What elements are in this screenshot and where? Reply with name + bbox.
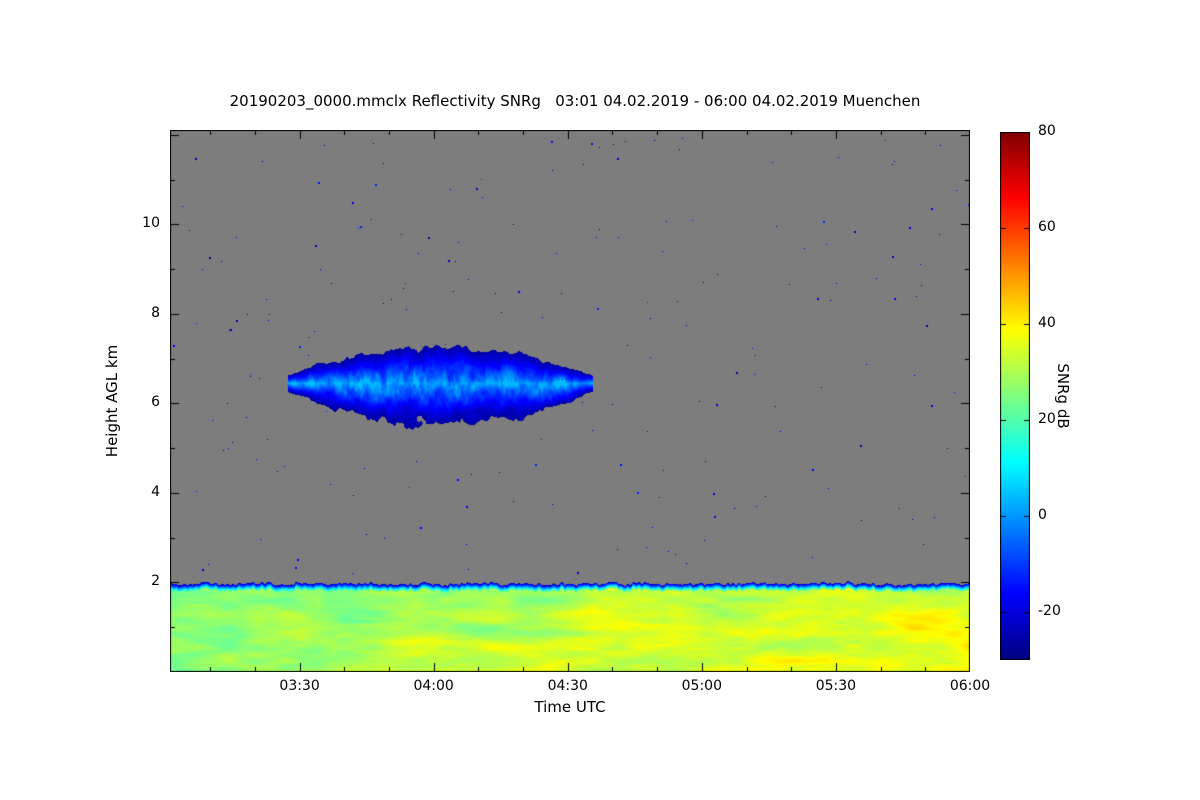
colorbar — [1000, 132, 1030, 660]
x-tick-label: 04:00 — [413, 678, 454, 694]
x-tick-label: 03:30 — [279, 678, 320, 694]
y-tick-label: 2 — [151, 573, 160, 590]
figure-title: 20190203_0000.mmclx Reflectivity SNRg 03… — [229, 92, 921, 110]
y-tick-label: 10 — [142, 215, 160, 232]
colorbar-canvas — [1000, 132, 1030, 660]
x-tick-label: 05:00 — [681, 678, 723, 694]
y-tick-label: 4 — [151, 483, 160, 500]
colorbar-tick-label: -20 — [1038, 603, 1061, 619]
colorbar-tick-label: 40 — [1038, 315, 1056, 331]
y-tick-label: 8 — [151, 304, 160, 321]
x-tick-label: 05:30 — [815, 678, 857, 694]
colorbar-tick-label: 20 — [1038, 411, 1056, 427]
y-tick-label: 6 — [151, 394, 160, 411]
colorbar-label: SNRg dB — [1054, 363, 1072, 429]
x-tick-label: 04:30 — [547, 678, 588, 694]
x-tick-label: 06:00 — [949, 678, 991, 694]
plot-area — [170, 130, 970, 672]
colorbar-tick-label: 80 — [1038, 123, 1056, 139]
plot-canvas — [170, 130, 970, 672]
colorbar-tick-label: 60 — [1038, 219, 1056, 235]
x-axis-label: Time UTC — [534, 698, 606, 716]
colorbar-tick-label: 0 — [1038, 507, 1047, 523]
